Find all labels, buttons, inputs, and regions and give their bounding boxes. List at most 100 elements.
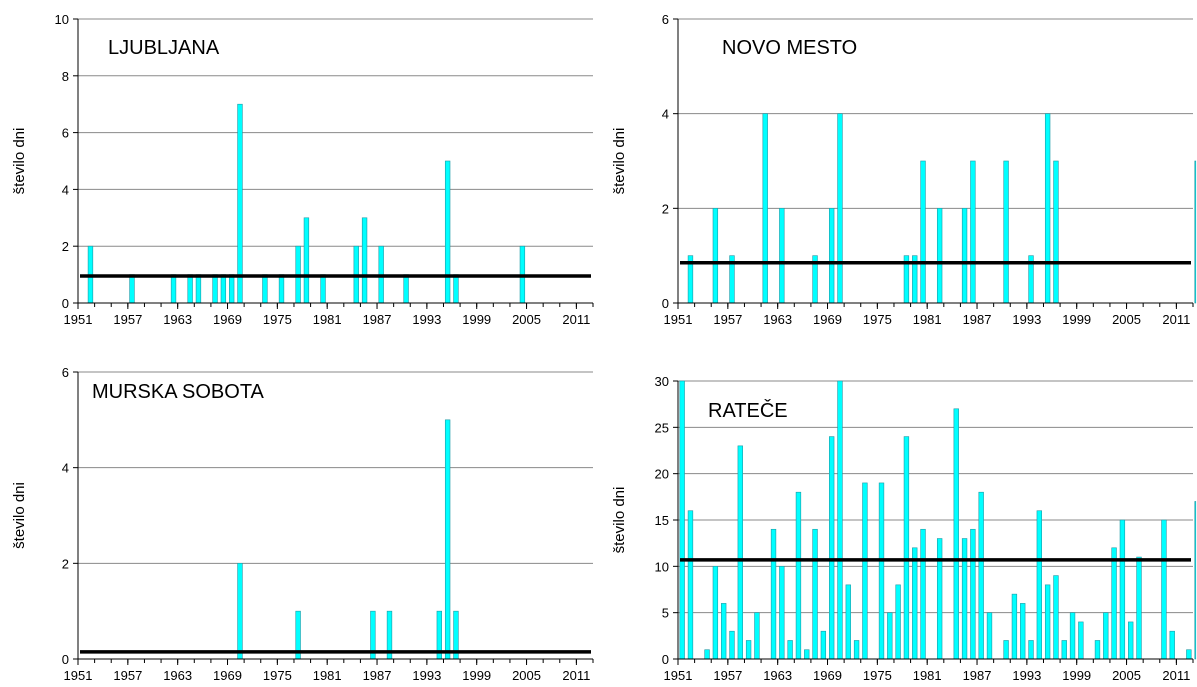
bar — [920, 160, 926, 304]
bar — [903, 436, 910, 660]
x-tick-label: 1951 — [64, 668, 93, 683]
bar — [1128, 621, 1134, 660]
x-tick-label: 2005 — [512, 668, 541, 683]
y-tick-label: 0 — [662, 296, 669, 311]
bar — [779, 566, 785, 660]
x-tick-label: 1957 — [113, 668, 142, 683]
bar — [961, 538, 968, 660]
bar — [237, 563, 243, 660]
x-tick-label: 1981 — [313, 668, 342, 683]
bar — [679, 380, 685, 660]
x-tick-label: 1951 — [64, 312, 93, 327]
bar — [970, 160, 976, 304]
bar — [721, 603, 727, 660]
y-tick-label: 30 — [655, 374, 669, 389]
x-tick-label: 1981 — [913, 668, 942, 683]
bar — [1011, 593, 1018, 660]
x-tick-label: 1993 — [412, 668, 441, 683]
bar — [278, 274, 285, 304]
bar — [1194, 160, 1197, 304]
y-tick-label: 6 — [62, 126, 69, 141]
bar — [687, 510, 694, 660]
x-tick-label: 1957 — [113, 312, 142, 327]
y-tick-label: 0 — [62, 296, 69, 311]
x-tick-label: 1957 — [713, 312, 742, 327]
bar — [444, 419, 451, 660]
x-tick-label: 1969 — [213, 668, 242, 683]
y-tick-label: 2 — [662, 201, 669, 216]
chart-panel: 0 2 4 6 8 10 1951 1957 1963 1969 1975 1981 1987 1993 1… — [11, 12, 594, 327]
x-tick-label: 1975 — [863, 668, 892, 683]
bar — [1061, 640, 1067, 660]
bar — [912, 547, 918, 660]
bar — [170, 274, 177, 304]
bar — [712, 566, 719, 660]
bar — [779, 208, 785, 304]
y-tick-label: 6 — [662, 12, 669, 27]
chart-panel: 0 5 10 15 20 25 30 1951 1957 1963 1969 1975 1981 1987… — [611, 374, 1197, 683]
x-tick-label: 1975 — [263, 312, 292, 327]
y-tick-label: 8 — [62, 69, 69, 84]
bar — [712, 208, 719, 304]
bar — [828, 208, 835, 304]
bar — [920, 528, 926, 660]
x-tick-label: 1993 — [412, 312, 441, 327]
x-tick-label: 1993 — [1012, 668, 1041, 683]
y-tick-label: 4 — [662, 107, 669, 122]
bar — [837, 113, 843, 304]
y-axis-label: število dni — [611, 128, 628, 195]
bar — [1020, 603, 1026, 660]
x-tick-label: 1987 — [363, 312, 392, 327]
bar — [1044, 113, 1051, 304]
x-tick-label: 1957 — [713, 668, 742, 683]
bar — [444, 160, 451, 304]
bar — [1161, 519, 1167, 660]
bar — [1053, 575, 1059, 660]
station-title: NOVO MESTO — [722, 37, 857, 59]
bar — [237, 103, 243, 304]
x-tick-label: 1951 — [664, 668, 693, 683]
x-tick-label: 1999 — [462, 668, 491, 683]
x-tick-label: 1963 — [163, 668, 192, 683]
y-tick-label: 25 — [655, 420, 669, 435]
bar — [129, 274, 135, 304]
bar — [1036, 510, 1043, 660]
y-tick-label: 4 — [62, 182, 69, 197]
bar — [1069, 612, 1076, 660]
y-tick-label: 6 — [62, 365, 69, 380]
x-tick-label: 2005 — [1112, 668, 1141, 683]
y-tick-label: 20 — [655, 467, 669, 482]
bar — [804, 649, 810, 660]
bar — [878, 482, 885, 660]
bar — [787, 640, 793, 660]
x-tick-label: 1963 — [763, 668, 792, 683]
bar — [936, 538, 943, 660]
bar — [704, 649, 710, 660]
x-tick-label: 1987 — [963, 312, 992, 327]
bar — [754, 612, 760, 660]
bar — [195, 274, 202, 304]
x-tick-label: 1969 — [813, 312, 842, 327]
bar — [1103, 612, 1109, 660]
x-tick-label: 1999 — [1062, 668, 1091, 683]
bar — [978, 491, 984, 660]
x-tick-label: 1987 — [963, 668, 992, 683]
chart-panel: 0 2 4 6 1951 1957 1963 1969 1975 1981 1987 1993 1999… — [611, 12, 1197, 327]
bar — [1044, 584, 1051, 660]
bar — [828, 436, 835, 660]
bar — [745, 640, 752, 660]
bar — [1119, 519, 1126, 660]
x-tick-label: 2011 — [1162, 668, 1190, 683]
x-tick-label: 2011 — [562, 668, 590, 683]
bar — [1094, 640, 1101, 660]
bar — [961, 208, 968, 304]
bar — [820, 630, 827, 660]
x-tick-label: 2011 — [562, 312, 590, 327]
station-title: MURSKA SOBOTA — [92, 381, 265, 403]
x-tick-label: 1963 — [163, 312, 192, 327]
bar — [853, 640, 860, 660]
bar — [1028, 640, 1034, 660]
x-tick-label: 1993 — [1012, 312, 1041, 327]
bar — [262, 274, 268, 304]
bar — [303, 217, 310, 304]
